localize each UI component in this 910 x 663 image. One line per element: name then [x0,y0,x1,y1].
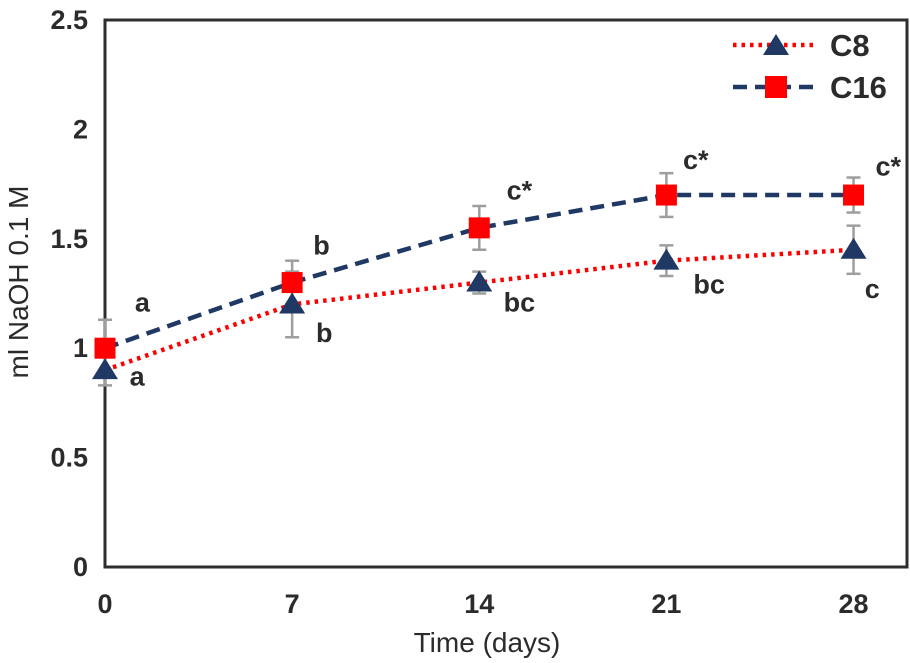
y-tick-label: 0 [73,552,88,582]
y-tick-label: 2 [73,114,88,144]
y-tick-label: 0.5 [50,443,88,473]
c16-marker-square [281,272,303,294]
legend-c16-label: C16 [830,70,887,105]
c8-marker-triangle [466,270,493,292]
x-tick-label: 21 [651,589,681,619]
legend: C8 C16 [733,28,887,105]
y-axis-title: ml NaOH 0.1 M [3,186,34,379]
c8-marker-triangle [92,358,118,380]
significance-label: a [130,362,146,392]
x-axis-title: Time (days) [414,627,561,658]
x-tick-label: 0 [97,589,112,619]
y-tick-label: 1 [73,333,88,363]
c16-marker-square [94,337,116,359]
x-tick-label: 14 [464,589,494,619]
c8-marker-triangle [653,248,680,270]
legend-item-c16: C16 [733,70,887,105]
series-line-c8 [104,247,854,373]
significance-label: a [135,287,151,317]
significance-label: b [316,318,333,348]
c16-marker-square [843,184,865,206]
significance-label: bc [504,287,536,317]
significance-label: bc [693,270,725,300]
c8-marker-triangle [279,292,306,314]
x-tick-label: 7 [285,589,300,619]
legend-c8-triangle-icon [763,34,789,55]
plot-area: 0 0.5 1 1.5 2 2.5 0 7 14 21 28 a a b b c* bc c* bc c* c [50,5,909,619]
significance-label: b [313,230,330,260]
axis-titles: Time (days) ml NaOH 0.1 M [3,186,560,658]
series-line-c16 [104,192,854,351]
significance-label: c [865,274,880,304]
x-tick-label: 28 [839,589,869,619]
significance-label: c* [507,176,533,206]
plot-frame [103,18,909,569]
y-tick-label: 2.5 [50,5,88,35]
legend-c16-square-icon [765,76,787,98]
significance-label: c* [683,145,709,175]
legend-item-c8: C8 [733,28,870,63]
y-tick-label: 1.5 [50,224,88,254]
legend-c8-label: C8 [830,28,870,63]
c16-marker-square [468,217,490,239]
c8-marker-triangle [840,237,867,259]
c16-marker-square [655,184,677,206]
significance-label: c* [876,152,902,182]
